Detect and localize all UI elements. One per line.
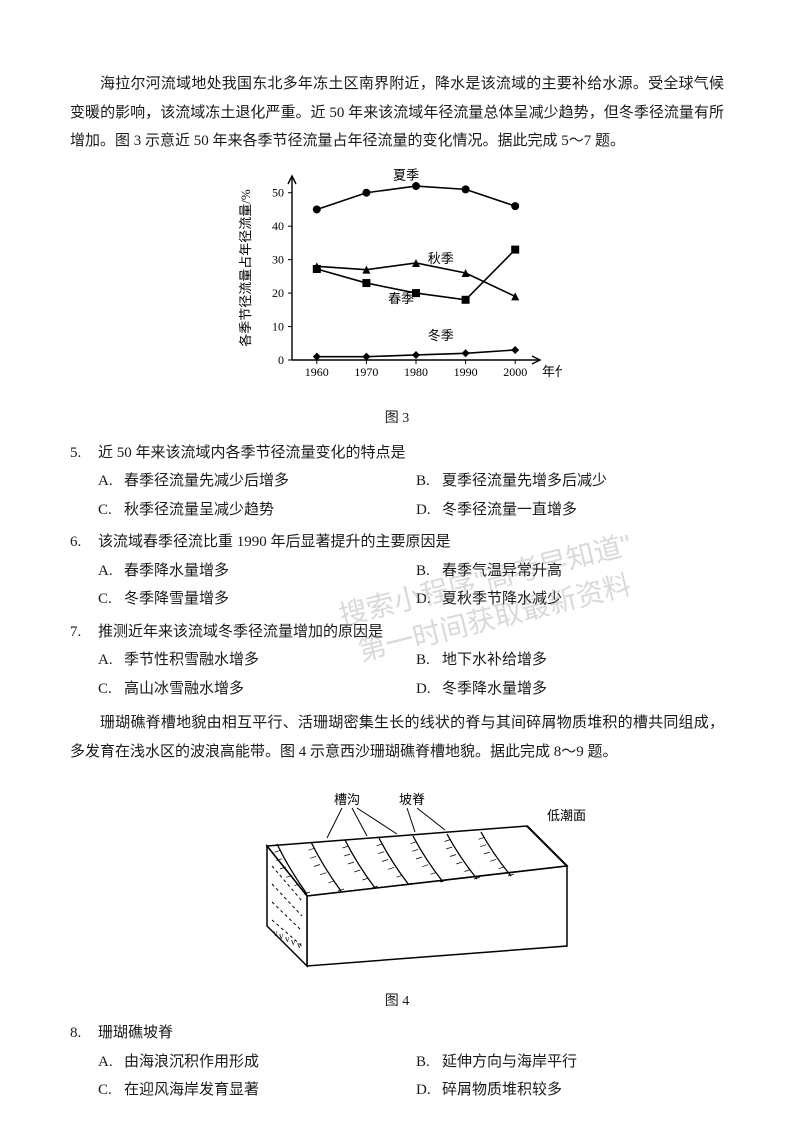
svg-text:v: v <box>279 931 284 941</box>
question-6-option-d: D.夏秋季节降水减少 <box>416 585 724 614</box>
svg-text:10: 10 <box>272 319 284 333</box>
svg-text:1980: 1980 <box>404 365 428 379</box>
figure-4-diagram: vvvvv低潮面槽沟坡脊 <box>207 776 587 976</box>
question-5-option-c: C.秋季径流量呈减少趋势 <box>98 496 406 525</box>
question-5: 5. 近 50 年来该流域内各季节径流量变化的特点是 A.春季径流量先减少后增多… <box>70 439 724 525</box>
svg-text:0: 0 <box>278 353 284 367</box>
question-8-stem: 珊瑚礁坡脊 <box>98 1019 173 1048</box>
question-8: 8. 珊瑚礁坡脊 A.由海浪沉积作用形成 B.延伸方向与海岸平行 C.在迎风海岸… <box>70 1019 724 1105</box>
svg-text:1990: 1990 <box>454 365 478 379</box>
svg-text:冬季: 冬季 <box>428 327 454 342</box>
svg-text:v: v <box>297 940 302 950</box>
svg-text:v: v <box>291 937 296 947</box>
intro-paragraph-1: 海拉尔河流域地处我国东北多年冻土区南界附近，降水是该流域的主要补给水源。受全球气… <box>70 70 724 156</box>
question-6: 6. 该流域春季径流比重 1990 年后显著提升的主要原因是 A.春季降水量增多… <box>70 528 724 614</box>
question-5-option-b: B.夏季径流量先增多后减少 <box>416 467 724 496</box>
question-5-option-d: D.冬季径流量一直增多 <box>416 496 724 525</box>
svg-text:1970: 1970 <box>354 365 378 379</box>
question-7: 7. 推测近年来该流域冬季径流量增加的原因是 A.季节性积雪融水增多 B.地下水… <box>70 618 724 704</box>
question-5-option-a: A.春季径流量先减少后增多 <box>98 467 406 496</box>
question-7-option-d: D.冬季降水量增多 <box>416 675 724 704</box>
question-7-option-b: B.地下水补给增多 <box>416 646 724 675</box>
question-6-option-b: B.春季气温异常升高 <box>416 557 724 586</box>
svg-text:坡脊: 坡脊 <box>399 792 425 807</box>
svg-text:秋季: 秋季 <box>428 250 454 265</box>
question-8-number: 8. <box>70 1019 98 1048</box>
question-8-option-d: D.碎屑物质堆积较多 <box>416 1076 724 1105</box>
svg-text:30: 30 <box>272 252 284 266</box>
question-6-number: 6. <box>70 528 98 557</box>
question-8-option-b: B.延伸方向与海岸平行 <box>416 1048 724 1077</box>
svg-text:低潮面: 低潮面 <box>547 808 586 823</box>
svg-text:槽沟: 槽沟 <box>334 792 360 807</box>
question-7-option-a: A.季节性积雪融水增多 <box>98 646 406 675</box>
svg-text:v: v <box>285 934 290 944</box>
question-6-option-c: C.冬季降雪量增多 <box>98 585 406 614</box>
svg-text:各季节径流量占年径流量/%: 各季节径流量占年径流量/% <box>238 189 253 347</box>
figure-3-container: 0 10 20 30 40 50 1960 1970 1980 1990 2000 年代 各季节径流量占… <box>70 164 724 433</box>
question-7-stem: 推测近年来该流域冬季径流量增加的原因是 <box>98 618 383 647</box>
figure-3-caption: 图 3 <box>70 406 724 433</box>
svg-text:20: 20 <box>272 286 284 300</box>
svg-text:40: 40 <box>272 219 284 233</box>
svg-text:v: v <box>273 928 278 938</box>
question-7-number: 7. <box>70 618 98 647</box>
question-6-stem: 该流域春季径流比重 1990 年后显著提升的主要原因是 <box>98 528 451 557</box>
figure-4-container: vvvvv低潮面槽沟坡脊 图 4 <box>70 776 724 1015</box>
figure-4-caption: 图 4 <box>70 989 724 1016</box>
question-6-option-a: A.春季降水量增多 <box>98 557 406 586</box>
svg-text:年代: 年代 <box>542 364 562 379</box>
svg-text:1960: 1960 <box>305 365 329 379</box>
intro-paragraph-2: 珊瑚礁脊槽地貌由相互平行、活珊瑚密集生长的线状的脊与其间碎屑物质堆积的槽共同组成… <box>70 709 724 766</box>
svg-text:2000: 2000 <box>503 365 527 379</box>
question-5-stem: 近 50 年来该流域内各季节径流量变化的特点是 <box>98 439 406 468</box>
svg-text:夏季: 夏季 <box>393 167 419 182</box>
svg-text:50: 50 <box>272 185 284 199</box>
question-8-option-a: A.由海浪沉积作用形成 <box>98 1048 406 1077</box>
question-5-number: 5. <box>70 439 98 468</box>
question-8-option-c: C.在迎风海岸发育显著 <box>98 1076 406 1105</box>
question-7-option-c: C.高山冰雪融水增多 <box>98 675 406 704</box>
svg-text:春季: 春季 <box>388 291 414 306</box>
figure-3-chart: 0 10 20 30 40 50 1960 1970 1980 1990 2000 年代 各季节径流量占… <box>232 164 562 394</box>
